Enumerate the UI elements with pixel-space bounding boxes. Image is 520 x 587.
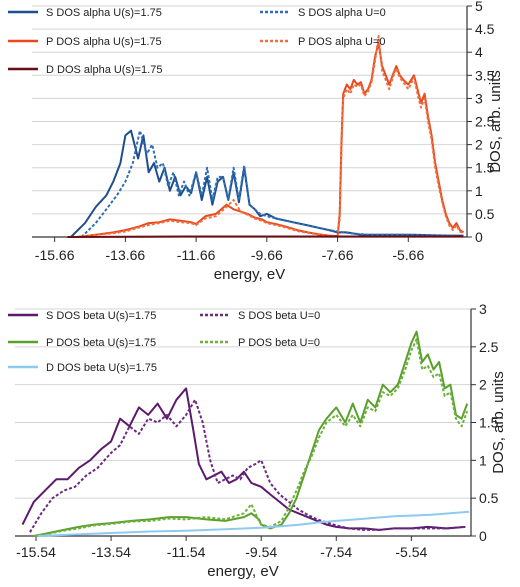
x-tick-label: -7.54 xyxy=(320,544,352,560)
x-tick-label: -9.54 xyxy=(245,544,277,560)
legend-label: P DOS alpha U=0 xyxy=(298,36,386,48)
x-axis-label: energy, eV xyxy=(207,563,278,580)
y-tick-label: 3 xyxy=(475,90,483,106)
beta-dos-chart: -15.54 -13.54 -11.54 -9.54 -7.54 -5.54 0 0.5 1 1.… xyxy=(8,301,507,580)
series-line xyxy=(67,235,464,238)
y-tick-label: 0 xyxy=(475,229,483,245)
x-tick-label: -7.66 xyxy=(322,247,354,263)
y-tick-label: 0.5 xyxy=(479,490,499,506)
legend-label: S DOS alpha U(s)=1.75 xyxy=(46,7,162,19)
y-axis-label: DOS, arb. units xyxy=(487,70,504,173)
series-line xyxy=(21,387,466,531)
x-tick-label: -15.66 xyxy=(35,247,75,263)
legend-label: P DOS beta U=0 xyxy=(238,337,320,349)
x-tick-label: -13.54 xyxy=(91,544,131,560)
series-line xyxy=(33,330,469,537)
y-tick-label: 4.5 xyxy=(475,21,495,37)
y-tick-label: 2 xyxy=(479,377,487,393)
y-axis-label: DOS, arb. units xyxy=(490,371,507,474)
series-line xyxy=(37,510,470,537)
series-line xyxy=(70,129,464,238)
x-tick-label: -5.66 xyxy=(392,247,424,263)
series-line xyxy=(80,129,457,238)
alpha-dos-chart: -15.66 -13.66 -11.66 -9.66 -7.66 -5.66 0 0.5 1 1.… xyxy=(8,0,504,283)
x-tick-label: -9.66 xyxy=(251,247,283,263)
legend-label: D DOS beta U(s)=1.75 xyxy=(46,362,157,374)
y-tick-label: 2 xyxy=(475,137,483,153)
legend-label: P DOS alpha U(s)=1.75 xyxy=(46,36,162,48)
x-axis-label: energy, eV xyxy=(214,266,285,283)
legend-label: P DOS beta U(s)=1.75 xyxy=(46,337,156,349)
y-tick-label: 1 xyxy=(475,183,483,199)
series-line xyxy=(33,338,469,537)
y-tick-label: 0.5 xyxy=(475,206,495,222)
x-tick-label: -11.66 xyxy=(177,247,216,263)
legend-label: S DOS alpha U=0 xyxy=(298,7,386,19)
series-line xyxy=(29,398,466,533)
y-tick-label: 2.5 xyxy=(479,339,499,355)
y-tick-label: 0 xyxy=(479,528,487,544)
x-tick-label: -13.66 xyxy=(106,247,146,263)
y-tick-label: 3.5 xyxy=(475,67,495,83)
series-line xyxy=(77,35,464,238)
x-tick-label: -15.54 xyxy=(16,544,56,560)
legend-label: S DOS beta U=0 xyxy=(238,310,320,322)
y-tick-label: 1.5 xyxy=(475,160,495,176)
y-tick-label: 1 xyxy=(479,452,487,468)
y-tick-label: 4 xyxy=(475,44,483,60)
legend-label: S DOS beta U(s)=1.75 xyxy=(46,310,156,322)
y-tick-label: 1.5 xyxy=(479,415,499,431)
x-tick-label: -5.54 xyxy=(395,544,427,560)
y-tick-label: 2.5 xyxy=(475,114,495,130)
y-tick-label: 5 xyxy=(475,0,483,14)
x-tick-label: -11.54 xyxy=(167,544,206,560)
y-tick-label: 3 xyxy=(479,301,487,317)
legend-label: D DOS alpha U(s)=1.75 xyxy=(46,64,162,76)
